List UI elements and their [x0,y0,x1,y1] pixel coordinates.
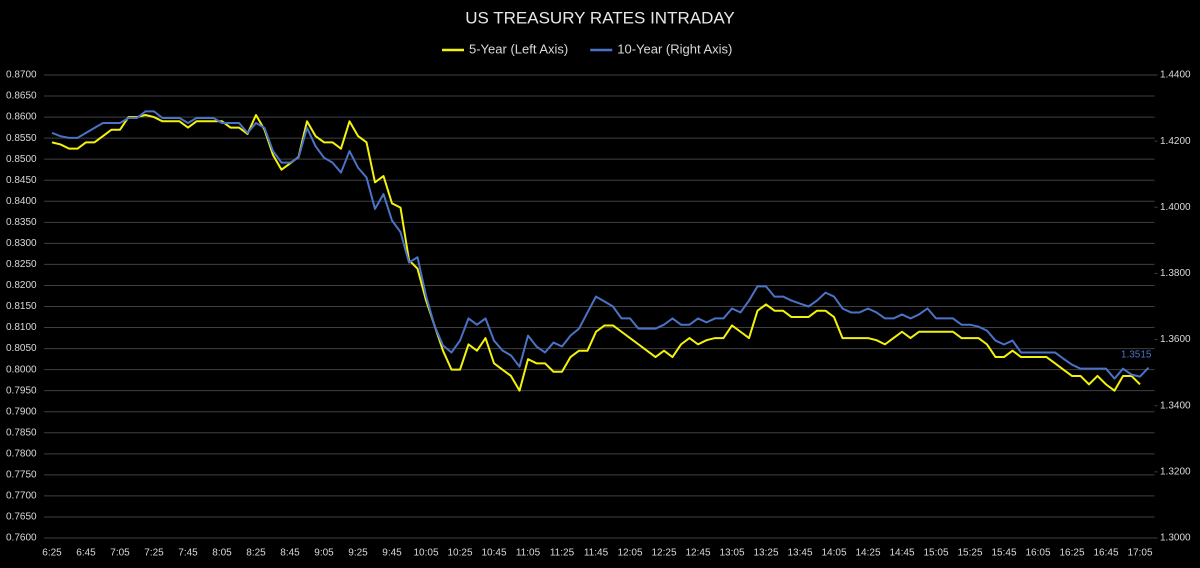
legend-label: 5-Year (Left Axis) [469,41,568,56]
y2-tick-label: 1.3400 [1160,400,1191,411]
x-tick-label: 15:45 [991,548,1016,559]
y2-tick-label: 1.3600 [1160,334,1191,345]
y2-tick-label: 1.4200 [1160,136,1191,147]
y-tick-label: 0.8400 [6,196,37,207]
y-tick-label: 0.8050 [6,343,37,354]
y-tick-label: 0.8650 [6,91,37,102]
x-tick-label: 6:45 [76,548,96,559]
y-tick-label: 0.8350 [6,217,37,228]
x-tick-label: 15:25 [957,548,982,559]
y-tick-label: 0.7750 [6,470,37,481]
x-tick-label: 14:05 [821,548,846,559]
y-tick-label: 0.8000 [6,364,37,375]
x-tick-label: 7:45 [178,548,198,559]
y-tick-label: 0.7900 [6,406,37,417]
x-tick-label: 12:05 [617,548,642,559]
x-tick-label: 13:05 [719,548,744,559]
x-tick-label: 11:25 [550,548,575,559]
y-tick-label: 0.7850 [6,427,37,438]
y-tick-label: 0.7700 [6,491,37,502]
y-tick-label: 0.7650 [6,512,37,523]
x-tick-label: 12:25 [651,548,676,559]
y2-tick-label: 1.4400 [1160,70,1191,81]
x-tick-label: 7:25 [144,548,164,559]
y-tick-label: 0.8300 [6,238,37,249]
series-line [51,113,1141,392]
x-tick-label: 17:05 [1127,548,1152,559]
x-tick-label: 13:25 [753,548,778,559]
y-tick-label: 0.7950 [6,385,37,396]
y-tick-label: 0.8200 [6,280,37,291]
y-tick-label: 0.7800 [6,448,37,459]
x-tick-label: 9:25 [348,548,368,559]
x-tick-label: 10:25 [447,548,472,559]
y2-tick-label: 1.3200 [1160,466,1191,477]
x-tick-label: 13:45 [787,548,812,559]
x-tick-label: 9:05 [314,548,334,559]
y-tick-label: 0.8550 [6,133,37,144]
x-tick-label: 14:45 [889,548,914,559]
x-tick-label: 10:05 [413,548,438,559]
y-tick-label: 0.8250 [6,259,37,270]
y-tick-label: 0.8450 [6,175,37,186]
x-tick-label: 9:45 [382,548,402,559]
x-tick-label: 11:45 [584,548,609,559]
x-tick-label: 7:05 [110,548,130,559]
y2-tick-label: 1.3000 [1160,533,1191,544]
x-tick-label: 15:05 [923,548,948,559]
x-tick-label: 8:05 [212,548,232,559]
x-tick-label: 6:25 [42,548,62,559]
y2-tick-label: 1.3800 [1160,268,1191,279]
y-tick-label: 0.8500 [6,154,37,165]
y-tick-label: 0.8150 [6,301,37,312]
x-tick-label: 16:25 [1059,548,1084,559]
series-line [51,110,1150,380]
x-tick-label: 14:25 [855,548,880,559]
y2-tick-label: 1.4000 [1160,202,1191,213]
y-tick-label: 0.8700 [6,70,37,81]
data-label: 1.3515 [1121,349,1152,360]
y-tick-label: 0.8600 [6,112,37,123]
x-tick-label: 16:05 [1025,548,1050,559]
x-tick-label: 16:45 [1093,548,1118,559]
y-tick-label: 0.8100 [6,322,37,333]
x-tick-label: 11:05 [516,548,541,559]
x-tick-label: 12:45 [685,548,710,559]
x-tick-label: 8:45 [280,548,300,559]
x-tick-label: 8:25 [246,548,266,559]
legend-label: 10-Year (Right Axis) [617,41,732,56]
y-tick-label: 0.7600 [6,533,37,544]
x-tick-label: 10:45 [481,548,506,559]
chart-title: US TREASURY RATES INTRADAY [465,8,735,27]
